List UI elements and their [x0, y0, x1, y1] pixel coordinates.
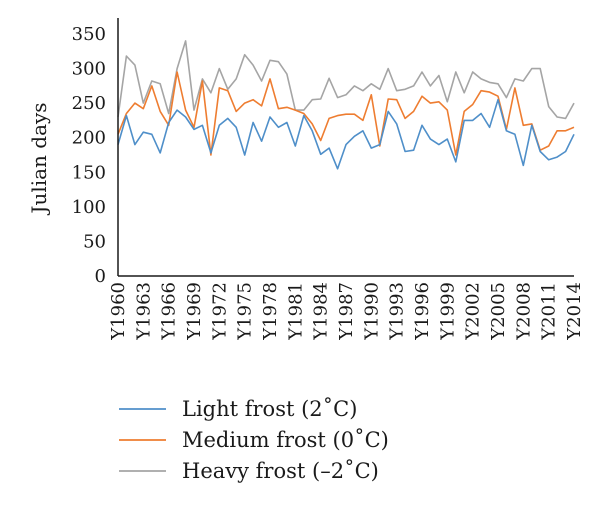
x-tick-label-Y1963: Y1963 — [133, 282, 154, 341]
y-tick-label-50: 50 — [83, 231, 106, 252]
x-tick-label-Y1993: Y1993 — [387, 282, 408, 341]
series-lines — [117, 40, 575, 170]
x-tick-label-Y1999: Y1999 — [437, 282, 458, 341]
x-tick-label-Y2014: Y2014 — [564, 282, 585, 341]
y-tick-labels: 0 50 100 150 200 250 300 350 — [72, 24, 106, 287]
x-tick-label-Y2008: Y2008 — [513, 282, 534, 341]
x-tick-label-Y2011: Y2011 — [539, 282, 560, 341]
x-tick-label-Y1975: Y1975 — [235, 282, 256, 341]
y-tick-label-300: 300 — [72, 59, 106, 80]
x-tick-label-Y2005: Y2005 — [488, 282, 509, 341]
x-tick-label-Y1972: Y1972 — [209, 282, 230, 341]
y-tick-label-0: 0 — [95, 266, 106, 287]
legend-label-medium-frost: Medium frost (0˚C) — [182, 428, 389, 452]
x-tick-label-Y1990: Y1990 — [361, 282, 382, 341]
x-tick-label-Y1987: Y1987 — [336, 282, 357, 341]
y-tick-label-100: 100 — [72, 197, 106, 218]
legend: Light frost (2˚C) Medium frost (0˚C) Heavy… — [119, 397, 389, 483]
x-tick-labels: Y1960 Y1963 Y1966 Y1969 Y1972 Y1975 Y1978 Y1981… — [108, 282, 585, 341]
y-tick-label-250: 250 — [72, 93, 106, 114]
x-tick-label-Y1996: Y1996 — [412, 282, 433, 341]
legend-label-heavy-frost: Heavy frost (–2˚C) — [182, 459, 379, 483]
x-tick-label-Y2002: Y2002 — [463, 282, 484, 341]
x-tick-label-Y1978: Y1978 — [260, 282, 281, 341]
y-tick-label-150: 150 — [72, 162, 106, 183]
x-tick-label-Y1966: Y1966 — [159, 282, 180, 341]
legend-label-light-frost: Light frost (2˚C) — [182, 397, 357, 421]
series-line-medium-frost — [117, 71, 575, 156]
y-axis-title: Julian days — [27, 102, 51, 215]
series-line-heavy-frost — [117, 40, 575, 120]
y-tick-label-350: 350 — [72, 24, 106, 45]
x-tick-label-Y1969: Y1969 — [184, 282, 205, 341]
x-tick-label-Y1960: Y1960 — [108, 282, 129, 341]
x-tick-label-Y1981: Y1981 — [285, 282, 306, 341]
x-tick-label-Y1984: Y1984 — [311, 282, 332, 341]
y-tick-label-200: 200 — [72, 128, 106, 149]
series-line-light-frost — [117, 98, 575, 170]
